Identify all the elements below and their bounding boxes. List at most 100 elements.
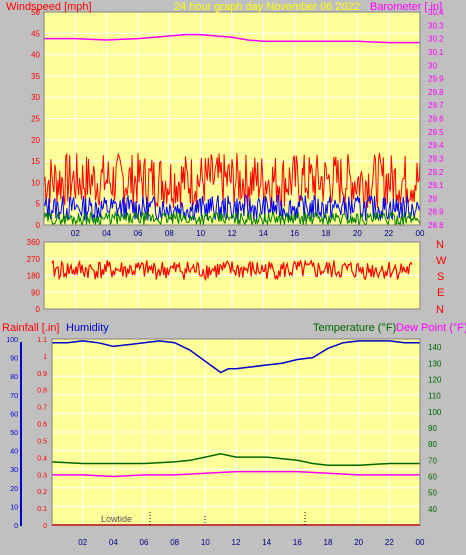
direction-n-bottom: N [436, 304, 444, 316]
direction-tick-label: 180 [27, 272, 41, 281]
x-tick-label: 06 [134, 229, 143, 238]
barometer-tick-label: 28.9 [428, 208, 444, 217]
humidity-tick-label: 50 [10, 430, 18, 437]
temperature-y-ticks: 40 50 60 70 80 90 100 110 120 130 140 [428, 343, 442, 514]
wind-tick-label: 15 [31, 157, 40, 166]
wind-tick-label: 45 [31, 29, 40, 38]
x-tick-label: 10 [196, 229, 205, 238]
x-tick-label: 20 [354, 538, 363, 547]
direction-line [51, 259, 413, 282]
temperature-tick-label: 60 [428, 472, 437, 481]
wind-tick-label: 50 [31, 8, 40, 17]
humidity-title: Humidity [66, 322, 109, 334]
barometer-y-ticks: 28.8 28.9 29 29.1 29.2 29.3 29.4 29.5 29.6 29.7 29… [428, 8, 444, 230]
temperature-tick-label: 70 [428, 456, 437, 465]
direction-e: E [437, 287, 444, 299]
direction-labels: N W S E N [436, 239, 447, 316]
x-tick-label: 12 [228, 229, 237, 238]
humidity-axis-line [20, 342, 22, 526]
temperature-plot-border [51, 338, 421, 526]
x-tick-label: 00 [416, 229, 425, 238]
x-tick-label: 08 [165, 229, 174, 238]
barometer-tick-label: 30 [428, 61, 437, 70]
wind-x-ticks: 02 04 06 08 10 12 14 16 18 20 22 00 [71, 229, 425, 238]
rainfall-tick-label: 1.1 [37, 337, 47, 344]
windspeed-title: Windspeed [mph] [6, 1, 92, 13]
temperature-tick-label: 110 [428, 392, 441, 401]
barometer-tick-label: 30.4 [428, 8, 444, 17]
rainfall-tick-label: 0.4 [37, 455, 47, 462]
wind-plot-border [43, 11, 421, 226]
barometer-tick-label: 29.8 [428, 88, 444, 97]
barometer-tick-label: 29.3 [428, 154, 444, 163]
rainfall-tick-label: 0.6 [37, 422, 47, 429]
wind-tick-label: 35 [31, 72, 40, 81]
barometer-tick-label: 28.8 [428, 221, 444, 230]
temperature-tick-label: 130 [428, 359, 442, 368]
direction-tick-label: 90 [31, 288, 40, 297]
direction-tick-label: 270 [27, 255, 41, 264]
humidity-tick-label: 40 [10, 449, 18, 456]
rainfall-tick-label: 0.3 [37, 472, 47, 479]
temperature-tick-label: 40 [428, 505, 437, 514]
x-tick-label: 22 [385, 538, 394, 547]
direction-n-top: N [436, 239, 444, 251]
barometer-title: Barometer [.in] [370, 1, 442, 13]
x-tick-label: 08 [170, 538, 179, 547]
x-tick-label: 18 [324, 538, 333, 547]
humidity-tick-label: 20 [10, 486, 18, 493]
barometer-tick-label: 29.7 [428, 101, 444, 110]
x-tick-label: 20 [353, 229, 362, 238]
x-tick-label: 00 [416, 538, 425, 547]
barometer-tick-label: 29.1 [428, 181, 444, 190]
humidity-y-ticks: 0 10 20 30 40 50 60 70 80 90 100 [6, 337, 18, 530]
barometer-tick-label: 30.3 [428, 21, 444, 30]
barometer-tick-label: 30.2 [428, 35, 444, 44]
barometer-tick-label: 29.2 [428, 168, 444, 177]
rainfall-tick-label: 0.7 [37, 405, 47, 412]
x-tick-label: 16 [293, 538, 302, 547]
wind-tick-label: 0 [36, 221, 41, 230]
date-title: 24 hour graph day November 06 2022 [174, 1, 360, 13]
rainfall-tick-label: 0.2 [37, 489, 47, 496]
barometer-tick-label: 29.6 [428, 115, 444, 124]
barometer-tick-label: 29.9 [428, 75, 444, 84]
x-tick-label: 14 [262, 538, 271, 547]
x-tick-label: 02 [71, 229, 80, 238]
rainfall-tick-label: 0.9 [37, 371, 47, 378]
humidity-tick-label: 30 [10, 467, 18, 474]
rainfall-tick-label: 1 [43, 354, 47, 361]
temperature-tick-label: 100 [428, 408, 442, 417]
temperature-tick-label: 80 [428, 440, 437, 449]
humidity-tick-label: 100 [6, 337, 18, 344]
rainfall-tick-label: 0.5 [37, 438, 47, 445]
x-tick-label: 18 [322, 229, 331, 238]
wind-tick-label: 25 [31, 115, 40, 124]
wind-tick-label: 10 [31, 178, 40, 187]
temperature-title: Temperature (°F) [313, 322, 396, 334]
temperature-line [51, 453, 420, 466]
wind-tick-label: 20 [31, 136, 40, 145]
wind-series [43, 152, 421, 227]
temperature-tick-label: 90 [428, 424, 437, 433]
x-tick-label: 16 [290, 229, 299, 238]
rainfall-tick-label: 0.1 [37, 506, 47, 513]
direction-w: W [436, 255, 447, 267]
direction-y-ticks: 0 90 180 270 360 [27, 238, 41, 314]
rainfall-y-ticks: 0 0.1 0.2 0.3 0.4 0.5 0.6 0.7 0.8 0.9 1 1.1 [37, 337, 47, 530]
barometer-series [44, 33, 420, 44]
barometer-tick-label: 29.5 [428, 128, 444, 137]
x-tick-label: 22 [384, 229, 393, 238]
barometer-line [44, 33, 420, 44]
humidity-tick-label: 10 [10, 504, 18, 511]
direction-series [51, 259, 413, 282]
direction-tick-label: 0 [36, 305, 41, 314]
temperature-tick-label: 50 [428, 489, 437, 498]
direction-s: S [437, 271, 444, 283]
rainfall-tick-label: 0.8 [37, 388, 47, 395]
wind-tick-label: 30 [31, 93, 40, 102]
x-tick-label: 12 [232, 538, 241, 547]
x-tick-label: 04 [109, 538, 118, 547]
humidity-tick-label: 60 [10, 411, 18, 418]
